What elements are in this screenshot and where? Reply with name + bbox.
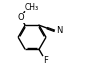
Text: CH₃: CH₃ — [25, 3, 39, 12]
Text: N: N — [56, 26, 62, 35]
Text: F: F — [43, 56, 48, 65]
Text: O: O — [18, 13, 24, 22]
